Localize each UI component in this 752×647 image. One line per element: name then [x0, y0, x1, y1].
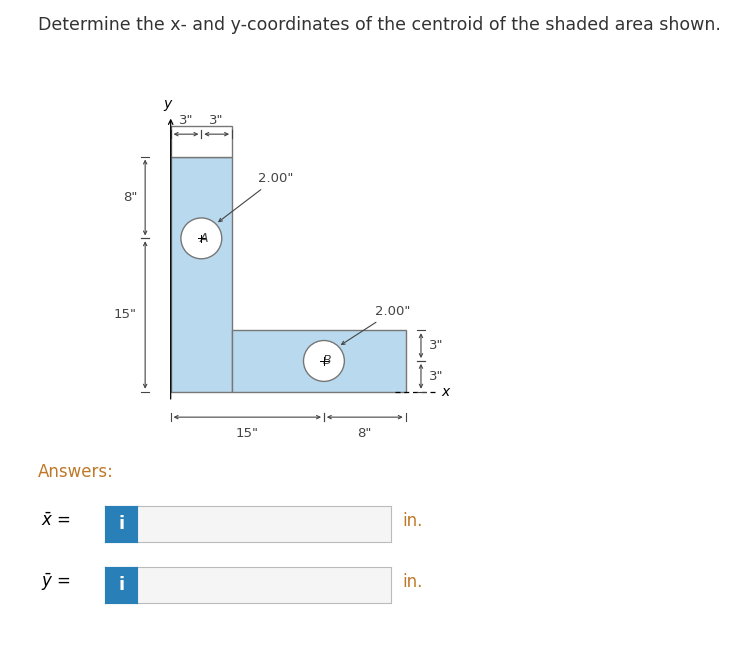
- Text: 2.00": 2.00": [341, 305, 411, 344]
- Text: 3": 3": [429, 339, 444, 352]
- Text: 15": 15": [236, 428, 259, 441]
- Circle shape: [181, 218, 222, 259]
- Text: 3": 3": [429, 370, 444, 383]
- Text: $\bar{y}$ =: $\bar{y}$ =: [41, 571, 71, 593]
- Text: $\bar{x}$ =: $\bar{x}$ =: [41, 512, 71, 530]
- Bar: [171, 157, 232, 391]
- Text: 2.00": 2.00": [219, 172, 293, 222]
- Text: y: y: [163, 96, 171, 111]
- Bar: [232, 331, 405, 391]
- Text: 3": 3": [179, 114, 193, 127]
- Text: A: A: [200, 232, 208, 245]
- Text: 15": 15": [114, 309, 136, 322]
- Text: in.: in.: [402, 573, 423, 591]
- Text: in.: in.: [402, 512, 423, 530]
- Circle shape: [304, 340, 344, 381]
- Text: i: i: [118, 515, 124, 532]
- Text: Determine the x- and y-coordinates of the centroid of the shaded area shown.: Determine the x- and y-coordinates of th…: [38, 16, 720, 34]
- Text: B: B: [323, 355, 332, 367]
- Bar: [171, 126, 232, 157]
- Text: i: i: [118, 576, 124, 594]
- Text: x: x: [441, 384, 450, 399]
- Text: 8": 8": [123, 191, 137, 204]
- Text: 8": 8": [358, 428, 372, 441]
- Text: Answers:: Answers:: [38, 463, 114, 481]
- Text: 3": 3": [209, 114, 224, 127]
